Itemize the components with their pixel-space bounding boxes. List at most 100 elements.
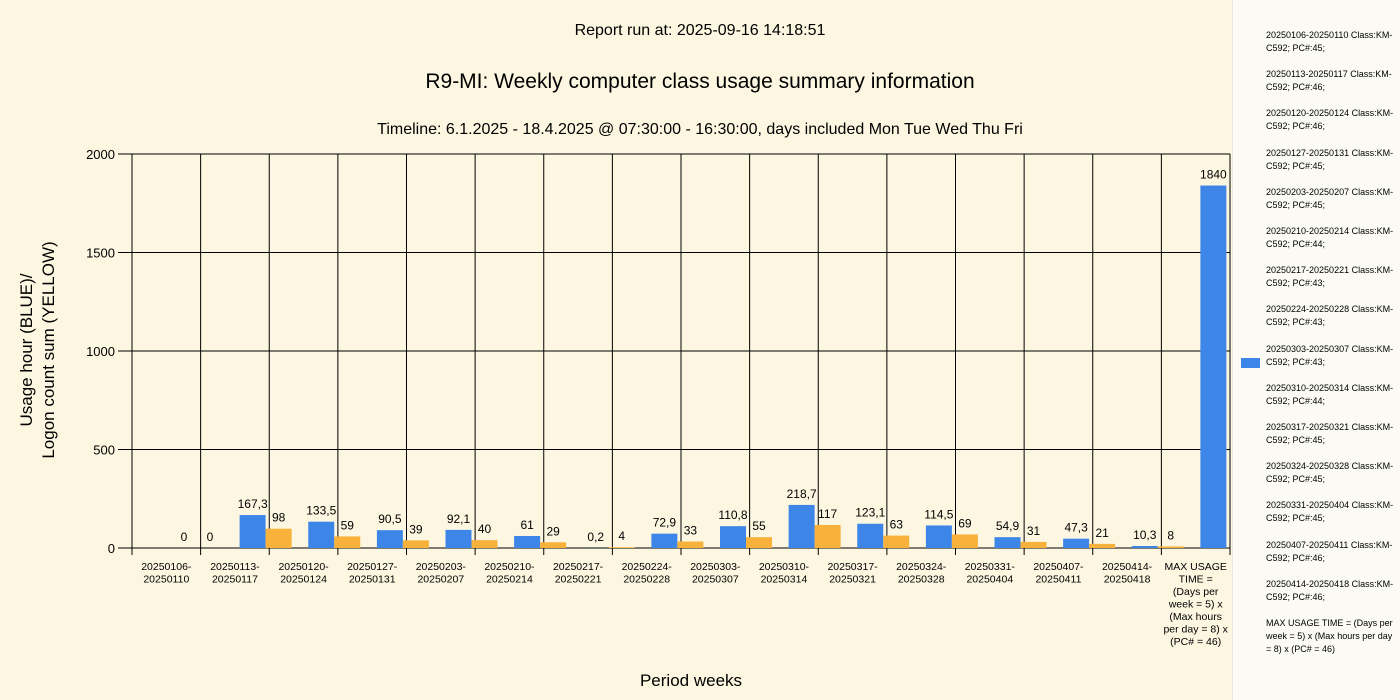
x-tick-label: 20250414- — [1102, 561, 1153, 573]
bar-logon — [883, 535, 910, 548]
data-label-logon: 4 — [618, 529, 625, 543]
x-tick-label: 20250307 — [692, 574, 739, 586]
legend-item: 20250324-20250328 Class:KM-C592; PC#:45; — [1266, 461, 1394, 485]
bar-logon — [540, 542, 567, 548]
bar-logon — [746, 537, 772, 548]
data-label-usage: 123,1 — [855, 506, 885, 520]
bar-logon — [1089, 543, 1116, 548]
data-label-usage: 110,8 — [718, 508, 747, 522]
x-tick-label: 20250210- — [484, 561, 535, 573]
legend-item: 20250127-20250131 Class:KM-C592; PC#:45; — [1266, 147, 1394, 171]
legend-item: 20250331-20250404 Class:KM-C592; PC#:45; — [1266, 500, 1394, 524]
bar-logon — [334, 536, 361, 548]
bar-logon — [471, 540, 498, 548]
x-tick-label: 20250314 — [761, 574, 808, 586]
legend-item: 20250113-20250117 Class:KM-C592; PC#:46; — [1266, 69, 1392, 93]
x-tick-label: 20250418 — [1104, 574, 1151, 586]
bar-logon — [1020, 541, 1047, 548]
data-label-usage: 92,1 — [447, 512, 471, 526]
y-axis-label: Usage hour (BLUE)/ — [17, 273, 36, 426]
data-label-usage: 0,2 — [587, 530, 604, 544]
y-tick-label: 0 — [108, 541, 115, 556]
x-tick-label: 20250324- — [896, 561, 947, 573]
bar-logon — [608, 547, 635, 548]
bar-usage — [720, 526, 746, 548]
data-label-logon: 117 — [818, 507, 837, 521]
bar-usage — [651, 533, 678, 548]
bar-usage — [788, 504, 815, 548]
data-label-logon: 59 — [341, 518, 355, 532]
bar-chart: 0 500 1000 1500 2000 0 0 20250106-20250110 167,3… — [17, 147, 1231, 690]
x-tick-label: 20250404 — [966, 574, 1013, 586]
legend-item: 20250414-20250418 Class:KM-C592; PC#:46; — [1266, 578, 1394, 602]
bar-usage — [308, 521, 335, 548]
chart-title: R9-MI: Weekly computer class usage summa… — [425, 70, 975, 93]
data-label-logon: 8 — [1167, 528, 1174, 542]
legend-item: 20250317-20250321 Class:KM-C592; PC#:45; — [1266, 422, 1394, 445]
x-tick-label: 20250228 — [623, 574, 670, 586]
bar-usage — [857, 523, 884, 548]
bar-usage — [239, 515, 266, 548]
legend-item: 20250203-20250207 Class:KM-C592; PC#:45; — [1266, 186, 1394, 210]
bar-logon — [814, 524, 841, 548]
data-label-logon: 55 — [752, 519, 766, 533]
data-label-logon: 69 — [958, 516, 972, 530]
y-axis-label: Logon count sum (YELLOW) — [39, 241, 58, 458]
legend-item: 20250224-20250228 Class:KM-C592; PC#:43; — [1266, 304, 1394, 328]
bar-usage — [1131, 545, 1158, 548]
x-tick-label: 20250321 — [829, 574, 876, 586]
data-label-usage: 90,5 — [378, 512, 402, 526]
legend-item: 20250217-20250221 Class:KM-C592; PC#:43; — [1266, 265, 1394, 289]
bar-usage — [1200, 185, 1227, 548]
bar-logon — [402, 540, 429, 548]
bar-usage — [514, 535, 541, 548]
bar-usage — [445, 529, 472, 548]
data-label-logon: 21 — [1095, 526, 1109, 540]
x-tick-label: 20250214 — [486, 574, 533, 586]
data-label-usage: 1840 — [1200, 168, 1227, 182]
x-tick-label: 20250203- — [416, 561, 467, 573]
x-tick-label: 20250411 — [1035, 574, 1081, 586]
y-tick-label: 2000 — [86, 147, 115, 162]
bar-usage — [1063, 538, 1090, 548]
data-label-logon: 31 — [1027, 524, 1041, 538]
x-tick-label: per day = 8) x — [1163, 624, 1228, 636]
bar-logon — [1157, 546, 1184, 548]
x-tick-label: (Max hours — [1169, 611, 1222, 623]
legend-swatch — [1241, 357, 1260, 368]
x-tick-label: 20250131 — [349, 574, 396, 586]
legend-item: MAX USAGE TIME = (Days per week = 5) x (… — [1266, 618, 1393, 654]
x-tick-label: week = 5) x — [1168, 599, 1224, 611]
legend-item: 20250210-20250214 Class:KM-C592; PC#:44; — [1266, 226, 1394, 249]
x-tick-label: 20250124 — [280, 574, 327, 586]
data-label-usage: 218,7 — [787, 487, 817, 501]
legend-item: 20250310-20250314 Class:KM-C592; PC#:44; — [1266, 382, 1394, 406]
x-tick-label: 20250120- — [278, 561, 329, 573]
y-tick-label: 1500 — [86, 246, 115, 261]
data-label-logon: 39 — [409, 522, 423, 536]
x-tick-label: 20250110 — [143, 574, 189, 586]
bar-logon — [951, 534, 978, 548]
data-label-usage: 0 — [181, 530, 188, 544]
data-label-logon: 29 — [546, 524, 560, 538]
data-label-logon: 0 — [207, 530, 214, 544]
x-tick-label: 20250328 — [898, 574, 945, 586]
x-tick-label: 20250117 — [212, 574, 258, 586]
x-axis-label: Period weeks — [640, 671, 742, 690]
x-tick-label: 20250113- — [210, 561, 260, 573]
x-tick-label: 20250217- — [553, 561, 604, 573]
chart-subtitle: Timeline: 6.1.2025 - 18.4.2025 @ 07:30:0… — [377, 121, 1023, 138]
x-tick-label: (PC# = 46) — [1170, 636, 1221, 648]
data-label-usage: 114,5 — [924, 507, 953, 521]
x-tick-label: 20250224- — [622, 561, 673, 573]
x-tick-label: 20250221 — [555, 574, 602, 586]
bar-logon — [677, 541, 704, 548]
x-tick-label: 20250407- — [1033, 561, 1084, 573]
x-tick-label: (Days per — [1173, 586, 1219, 598]
y-tick-label: 1000 — [86, 344, 115, 359]
bar-usage — [994, 537, 1021, 548]
x-tick-label: 20250106- — [141, 561, 192, 573]
y-tick-label: 500 — [93, 443, 115, 458]
data-label-usage: 10,3 — [1133, 528, 1157, 542]
x-tick-label: 20250303- — [690, 561, 741, 573]
